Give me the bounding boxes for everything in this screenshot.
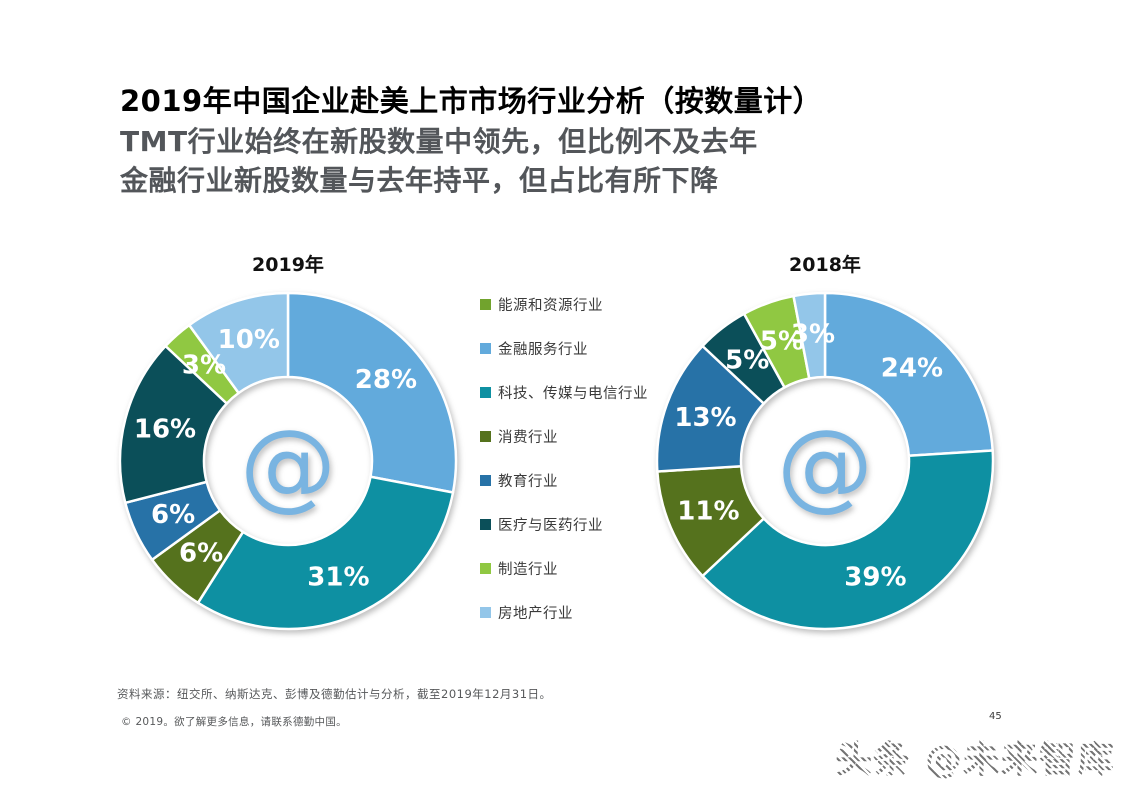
page-subtitle-line2: 金融行业新股数量与去年持平，但占比有所下降 [120, 164, 719, 197]
slice-value-label-0-2: 6% [179, 539, 223, 569]
legend-item-3: 消费行业 [480, 428, 648, 446]
source-note: 资料来源：纽交所、纳斯达克、彭博及德勤估计与分析，截至2019年12月31日。 [117, 687, 552, 701]
pie-slice-0-6 [188, 291, 290, 395]
slice-value-label-1-2: 11% [677, 496, 739, 526]
legend-swatch-icon [480, 562, 491, 574]
pie-slice-0-1 [196, 475, 455, 631]
slice-value-label-1-0: 24% [881, 353, 943, 383]
chart-title-2019: 2019年 [252, 254, 324, 276]
pie-slice-1-6 [792, 291, 827, 380]
legend-swatch-icon [480, 430, 491, 442]
legend-item-1: 金融服务行业 [480, 340, 648, 358]
slice-value-label-1-1: 39% [844, 563, 906, 593]
legend-label: 能源和资源行业 [498, 297, 603, 314]
copyright-note: © 2019。欲了解更多信息，请联系德勤中国。 [121, 716, 347, 728]
page-subtitle-line1: TMT行业始终在新股数量中领先，但比例不及去年 [120, 125, 758, 158]
slice-value-label-0-3: 6% [151, 500, 195, 530]
legend-swatch-icon [480, 298, 491, 310]
legend-item-6: 制造行业 [480, 560, 648, 578]
watermark: 头条 @未来智库 [835, 729, 1115, 783]
slice-value-label-1-4: 5% [725, 346, 769, 376]
legend-swatch-icon [480, 474, 491, 486]
page-number: 45 [989, 711, 1002, 722]
at-symbol-icon: @ [777, 409, 873, 521]
legend-label: 房地产行业 [498, 605, 573, 622]
legend-item-5: 医疗与医药行业 [480, 516, 648, 534]
legend-label: 金融服务行业 [498, 341, 588, 358]
header-block: 2019年中国企业赴美上市市场行业分析（按数量计） TMT行业始终在新股数量中领… [120, 80, 822, 200]
slice-value-label-0-0: 28% [355, 365, 417, 395]
slice-value-label-1-3: 13% [674, 403, 736, 433]
legend-item-2: 科技、传媒与电信行业 [480, 384, 648, 402]
at-symbol-icon: @ [240, 409, 336, 521]
legend-item-0: 能源和资源行业 [480, 296, 648, 314]
pie-slice-0-0 [286, 291, 458, 494]
legend-label: 科技、传媒与电信行业 [498, 385, 648, 402]
legend-item-4: 教育行业 [480, 472, 648, 490]
legend-label: 教育行业 [498, 473, 558, 490]
legend-swatch-icon [480, 386, 491, 398]
slice-value-label-0-4: 16% [134, 414, 196, 444]
slice-value-label-0-1: 31% [307, 563, 369, 593]
pie-slice-1-0 [823, 291, 994, 457]
legend-swatch-icon [480, 606, 491, 618]
legend-swatch-icon [480, 342, 491, 354]
slice-value-label-0-5: 3% [182, 351, 226, 381]
legend-label: 消费行业 [498, 429, 558, 446]
pie-slice-1-1 [701, 449, 995, 631]
legend-item-7: 房地产行业 [480, 604, 648, 622]
slice-value-label-1-6: 3% [791, 320, 835, 350]
page-title: 2019年中国企业赴美上市市场行业分析（按数量计） [120, 84, 823, 118]
legend-label: 医疗与医药行业 [498, 517, 603, 534]
donut-chart-2019: 28% 31% 6% 6% 16% 3%10% @ [118, 291, 458, 631]
legend-label: 制造行业 [498, 561, 558, 578]
slice-value-label-1-5: 5% [760, 327, 804, 357]
donut-chart-2018: 24%39%11%13%5%5%3%@ [655, 291, 995, 631]
slice-value-label-0-6: 10% [218, 325, 280, 355]
legend-swatch-icon [480, 518, 491, 530]
chart-title-2018: 2018年 [789, 254, 861, 276]
chart-legend: 能源和资源行业 金融服务行业科技、传媒与电信行业 消费行业教育行业医疗与医药行业 制造… [480, 296, 648, 622]
